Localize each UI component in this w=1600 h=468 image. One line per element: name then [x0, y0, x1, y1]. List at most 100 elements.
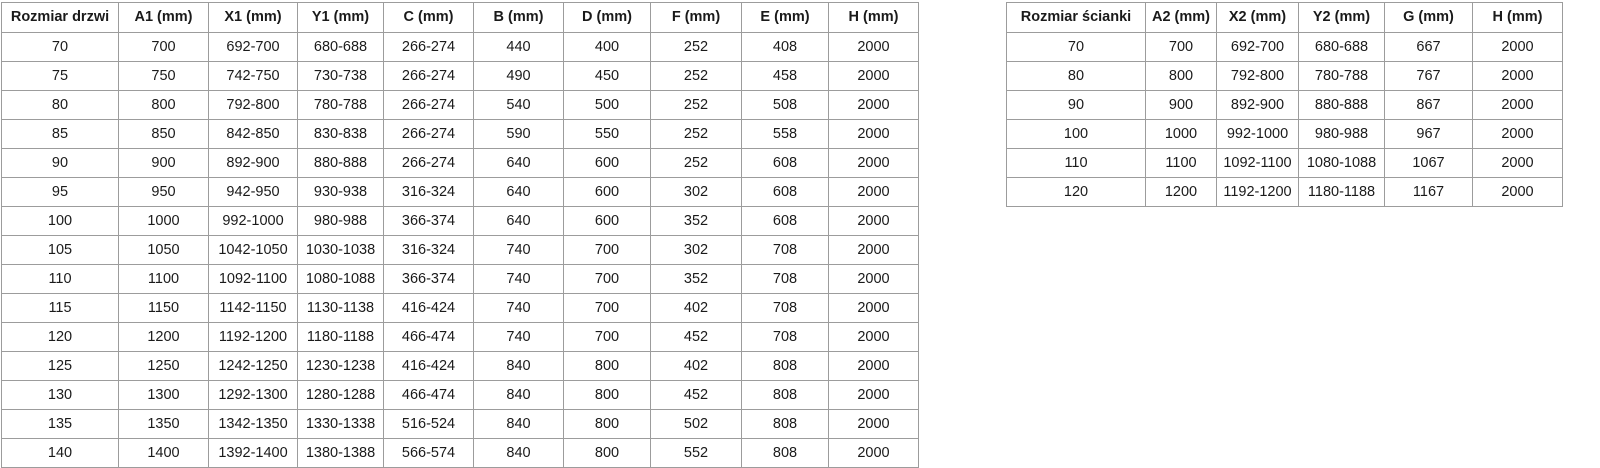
- table-row: 85 850 842-850 830-838 266-274 590 550 252 558 20…: [1, 119, 919, 149]
- table-cell: 2000: [828, 380, 919, 410]
- table-cell: 700: [563, 264, 651, 294]
- table-cell: 992-1000: [208, 206, 298, 236]
- table-cell: 266-274: [383, 32, 474, 62]
- table-cell: 266-274: [383, 90, 474, 120]
- row-label-cell: 120: [1, 322, 119, 352]
- table-cell: 452: [650, 380, 742, 410]
- table-cell: 2000: [828, 90, 919, 120]
- table-cell: 900: [1145, 90, 1217, 120]
- table-cell: 2000: [1472, 32, 1563, 62]
- row-label-cell: 85: [1, 119, 119, 149]
- table-cell: 266-274: [383, 61, 474, 91]
- table-cell: 2000: [828, 293, 919, 323]
- table-cell: 1300: [118, 380, 209, 410]
- table-cell: 516-524: [383, 409, 474, 439]
- row-label-cell: 100: [1, 206, 119, 236]
- table-row: 75 750 742-750 730-738 266-274 490 450 252 458 20…: [1, 61, 919, 91]
- table-cell: 466-474: [383, 380, 474, 410]
- table-cell: 316-324: [383, 235, 474, 265]
- table-row: 120 1200 1192-1200 1180-1188 1167 2000: [1006, 177, 1563, 207]
- table-cell: 1350: [118, 409, 209, 439]
- table-cell: 700: [118, 32, 209, 62]
- table-row: 95 950 942-950 930-938 316-324 640 600 302 608 20…: [1, 177, 919, 207]
- row-label-cell: 105: [1, 235, 119, 265]
- table-cell: 1400: [118, 438, 209, 468]
- column-header: A2 (mm): [1145, 2, 1217, 33]
- table-cell: 1180-1188: [1298, 177, 1385, 207]
- table-cell: 252: [650, 119, 742, 149]
- table-cell: 742-750: [208, 61, 298, 91]
- table-row: 70 700 692-700 680-688 266-274 440 400 252 408 20…: [1, 32, 919, 62]
- table-cell: 416-424: [383, 293, 474, 323]
- table-cell: 992-1000: [1216, 119, 1299, 149]
- table-cell: 252: [650, 148, 742, 178]
- table-cell: 840: [473, 409, 564, 439]
- table-row: 70 700 692-700 680-688 667 2000: [1006, 32, 1563, 62]
- table-cell: 1130-1138: [297, 293, 384, 323]
- table-cell: 402: [650, 351, 742, 381]
- table-cell: 252: [650, 61, 742, 91]
- table-cell: 1230-1238: [297, 351, 384, 381]
- row-label-cell: 100: [1006, 119, 1146, 149]
- table-cell: 930-938: [297, 177, 384, 207]
- table-cell: 1330-1338: [297, 409, 384, 439]
- table-cell: 1042-1050: [208, 235, 298, 265]
- table-cell: 252: [650, 90, 742, 120]
- table-cell: 316-324: [383, 177, 474, 207]
- column-header: H (mm): [828, 2, 919, 33]
- table-cell: 552: [650, 438, 742, 468]
- table-cell: 900: [118, 148, 209, 178]
- table-cell: 1250: [118, 351, 209, 381]
- table-cell: 880-888: [297, 148, 384, 178]
- table-cell: 2000: [828, 148, 919, 178]
- table-row: 130 1300 1292-1300 1280-1288 466-474 840 800 45…: [1, 380, 919, 410]
- table-cell: 2000: [828, 438, 919, 468]
- row-label-cell: 90: [1, 148, 119, 178]
- table-cell: 600: [563, 177, 651, 207]
- row-label-cell: 70: [1006, 32, 1146, 62]
- column-header: F (mm): [650, 2, 742, 33]
- table-cell: 800: [563, 351, 651, 381]
- table-cell: 2000: [828, 61, 919, 91]
- column-header: Y1 (mm): [297, 2, 384, 33]
- table-cell: 1192-1200: [1216, 177, 1299, 207]
- table-cell: 1200: [1145, 177, 1217, 207]
- table-cell: 800: [1145, 61, 1217, 91]
- table-cell: 500: [563, 90, 651, 120]
- table-cell: 1100: [118, 264, 209, 294]
- column-header: E (mm): [741, 2, 829, 33]
- table-cell: 1280-1288: [297, 380, 384, 410]
- table-cell: 800: [118, 90, 209, 120]
- wall-table-header-row: Rozmiar ścianki A2 (mm) X2 (mm) Y2 (mm) G (m…: [1006, 2, 1563, 33]
- table-cell: 408: [741, 32, 829, 62]
- column-header: D (mm): [563, 2, 651, 33]
- table-cell: 566-574: [383, 438, 474, 468]
- row-label-cell: 125: [1, 351, 119, 381]
- table-cell: 942-950: [208, 177, 298, 207]
- row-label-cell: 75: [1, 61, 119, 91]
- table-cell: 708: [741, 293, 829, 323]
- table-cell: 740: [473, 235, 564, 265]
- table-cell: 252: [650, 32, 742, 62]
- door-table-head: Rozmiar drzwi A1 (mm) X1 (mm) Y1 (mm) C (mm)…: [1, 2, 919, 33]
- table-cell: 1092-1100: [1216, 148, 1299, 178]
- table-cell: 800: [563, 438, 651, 468]
- table-cell: 402: [650, 293, 742, 323]
- table-cell: 302: [650, 235, 742, 265]
- table-cell: 266-274: [383, 148, 474, 178]
- table-cell: 366-374: [383, 206, 474, 236]
- table-cell: 2000: [1472, 61, 1563, 91]
- table-row: 140 1400 1392-1400 1380-1388 566-574 840 800 55…: [1, 438, 919, 468]
- table-cell: 558: [741, 119, 829, 149]
- table-cell: 830-838: [297, 119, 384, 149]
- wall-panel-size-table: Rozmiar ścianki A2 (mm) X2 (mm) Y2 (mm) G (m…: [1006, 2, 1563, 207]
- table-cell: 640: [473, 148, 564, 178]
- table-cell: 490: [473, 61, 564, 91]
- column-header: Y2 (mm): [1298, 2, 1385, 33]
- table-cell: 792-800: [208, 90, 298, 120]
- row-label-cell: 135: [1, 409, 119, 439]
- table-cell: 750: [118, 61, 209, 91]
- table-cell: 590: [473, 119, 564, 149]
- table-cell: 2000: [828, 264, 919, 294]
- table-cell: 1342-1350: [208, 409, 298, 439]
